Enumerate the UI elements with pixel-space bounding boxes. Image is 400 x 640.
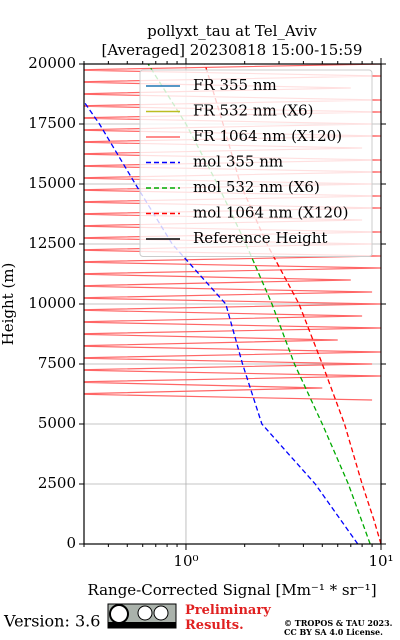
y-tick-label: 17500 [28, 114, 76, 132]
plot-area: 0 2500 5000 7500 10000 12500 15000 17500 20000 10… [28, 54, 393, 570]
y-tick-label: 2500 [38, 474, 76, 492]
y-tick-label: 12500 [28, 234, 76, 252]
legend-label: FR 532 nm (X6) [193, 102, 313, 120]
legend-label: FR 1064 nm (X120) [193, 127, 342, 145]
x-tick-label: 10⁰ [173, 552, 198, 570]
chart-subtitle: [Averaged] 20230818 15:00-15:59 [102, 41, 363, 59]
copyright: © TROPOS & TAU 2023. [284, 618, 393, 628]
legend: FR 355 nm FR 532 nm (X6) FR 1064 nm (X120)… [139, 69, 373, 257]
x-tick-label: 10¹ [368, 552, 393, 570]
y-tick-label: 5000 [38, 414, 76, 432]
y-tick-label: 10000 [28, 294, 76, 312]
preliminary-note: Preliminary Results. [185, 603, 271, 633]
chart-title: pollyxt_tau at Tel_Aviv [147, 22, 317, 40]
footer: Version: 3.6 Preliminary Results. © TROPO… [3, 603, 393, 638]
legend-label: Reference Height [193, 229, 327, 247]
cc-badge [107, 603, 177, 629]
y-axis-label: Height (m) [0, 263, 17, 346]
y-tick-label: 15000 [28, 174, 76, 192]
license: CC BY SA 4.0 License. [284, 627, 383, 637]
legend-label: mol 355 nm [193, 153, 283, 171]
legend-box [139, 69, 373, 257]
series-line [84, 100, 359, 544]
y-tick-label: 7500 [38, 354, 76, 372]
y-tick-label: 0 [66, 534, 76, 552]
legend-label: mol 1064 nm (X120) [193, 204, 348, 222]
x-axis-label: Range-Corrected Signal [Mm⁻¹ * sr⁻¹] [87, 581, 376, 599]
y-tick-label: 20000 [28, 54, 76, 72]
legend-label: mol 532 nm (X6) [193, 178, 320, 196]
legend-label: FR 355 nm [193, 76, 277, 94]
version: Version: 3.6 [3, 612, 100, 631]
